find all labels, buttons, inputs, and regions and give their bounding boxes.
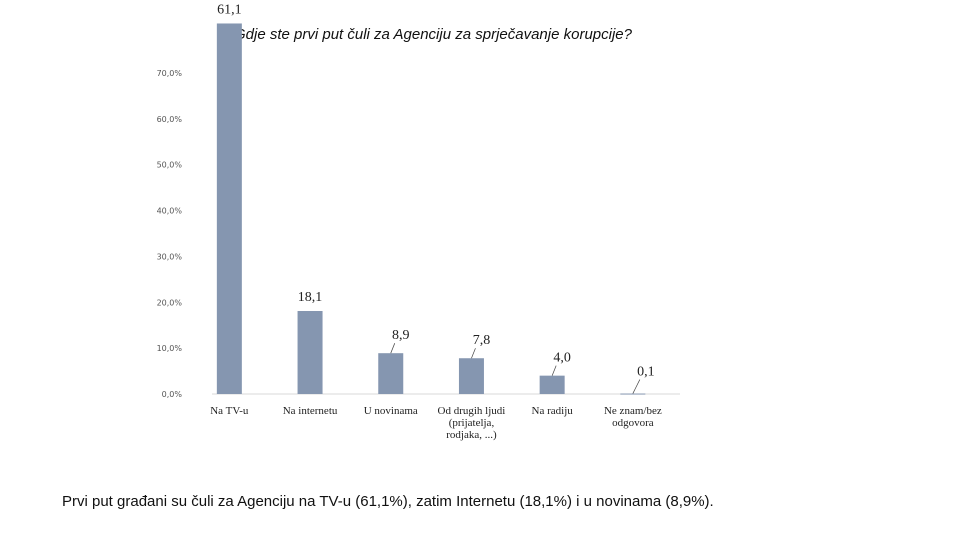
y-tick-label: 30,0%: [157, 252, 183, 261]
bar-value-label: 4,0: [553, 351, 571, 366]
bar-value-label: 8,9: [392, 328, 410, 343]
chart-title: Gdje ste prvi put čuli za Agenciju za sp…: [234, 26, 632, 43]
bar: [620, 393, 646, 395]
y-tick-label: 40,0%: [157, 207, 183, 216]
x-category-label: Na radiju: [532, 405, 574, 417]
x-category-label: Na internetu: [283, 405, 338, 417]
bar: [458, 358, 484, 394]
label-leader-line: [551, 365, 557, 376]
chart-caption: Prvi put građani su čuli za Agenciju na …: [62, 493, 714, 510]
bar: [216, 23, 242, 395]
y-tick-label: 50,0%: [157, 161, 183, 170]
y-tick-label: 70,0%: [157, 69, 183, 78]
y-tick-label: 0,0%: [162, 390, 183, 399]
y-tick-label: 10,0%: [157, 344, 183, 353]
x-category-label: U novinama: [364, 405, 418, 417]
bar-value-label: 0,1: [637, 365, 655, 380]
bar-value-label: 7,8: [473, 333, 491, 348]
label-leader-line: [390, 343, 396, 354]
y-tick-label: 60,0%: [157, 115, 183, 124]
x-category-label: Na TV-u: [210, 405, 249, 417]
bar-value-label: 18,1: [298, 290, 323, 305]
y-tick-label: 20,0%: [157, 298, 183, 307]
label-leader-line: [632, 379, 641, 394]
x-category-label: Ne znam/bez odgovora: [604, 405, 662, 429]
x-category-label: Od drugih ljudi (prijatelja, rodjaka, ...): [438, 405, 506, 441]
bar-value-label: 61,1: [217, 2, 242, 17]
bar: [297, 310, 323, 394]
label-leader-line: [471, 348, 476, 359]
bar: [539, 375, 565, 394]
bar: [378, 353, 404, 394]
